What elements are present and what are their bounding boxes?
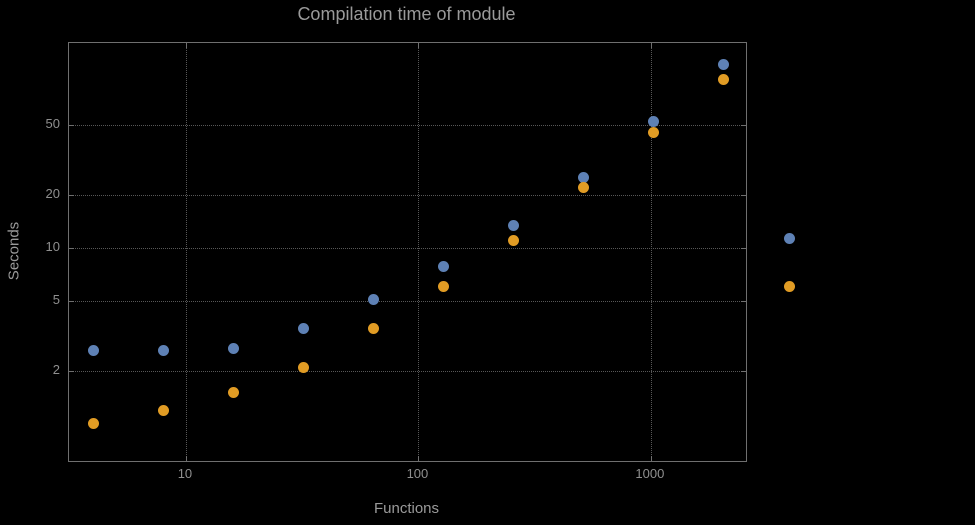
data-point xyxy=(717,74,729,86)
y-tick-label: 10 xyxy=(45,238,60,254)
data-point xyxy=(437,281,449,293)
y-tick-label: 50 xyxy=(45,115,60,131)
chart-title: Compilation time of module xyxy=(297,4,516,24)
legend xyxy=(784,233,814,303)
plot-area xyxy=(68,42,747,462)
horizontal-gridline xyxy=(69,247,746,249)
horizontal-gridline xyxy=(69,194,746,196)
x-tick-mark xyxy=(418,43,420,48)
data-point xyxy=(507,220,519,232)
data-point xyxy=(437,261,449,273)
y-tick-mark xyxy=(69,300,74,302)
y-tick-mark xyxy=(741,370,746,372)
vertical-gridline xyxy=(650,43,652,461)
y-tick-label: 20 xyxy=(45,185,60,201)
horizontal-gridline xyxy=(69,370,746,372)
data-point xyxy=(87,345,99,357)
data-point xyxy=(647,116,659,128)
data-point xyxy=(367,322,379,334)
x-axis-label: Functions xyxy=(373,500,440,517)
legend-marker xyxy=(784,281,795,292)
horizontal-gridline xyxy=(69,124,746,126)
x-tick-mark xyxy=(418,456,420,461)
y-tick-mark xyxy=(69,194,74,196)
data-point xyxy=(647,127,659,139)
data-point xyxy=(157,404,169,416)
x-tick-mark xyxy=(650,456,652,461)
y-tick-mark xyxy=(69,124,74,126)
horizontal-gridline xyxy=(69,300,746,302)
y-tick-mark xyxy=(741,124,746,126)
data-point xyxy=(507,235,519,247)
data-point xyxy=(577,172,589,184)
y-tick-mark xyxy=(741,300,746,302)
data-point xyxy=(227,342,239,354)
x-tick-mark xyxy=(185,456,187,461)
data-point xyxy=(87,418,99,430)
y-tick-mark xyxy=(69,370,74,372)
data-point xyxy=(227,387,239,399)
x-tick-label: 1000 xyxy=(635,466,665,481)
data-point xyxy=(577,182,589,194)
vertical-gridline xyxy=(185,43,187,461)
y-tick-mark xyxy=(741,247,746,249)
x-tick-label: 100 xyxy=(406,466,429,481)
vertical-gridline xyxy=(418,43,420,461)
x-tick-mark xyxy=(650,43,652,48)
data-point xyxy=(157,345,169,357)
data-point xyxy=(297,322,309,334)
x-tick-label: 10 xyxy=(177,466,193,481)
y-tick-label: 2 xyxy=(52,361,60,377)
legend-marker xyxy=(784,233,795,244)
x-tick-mark xyxy=(185,43,187,48)
data-point xyxy=(717,59,729,71)
y-tick-mark xyxy=(741,194,746,196)
y-tick-mark xyxy=(69,247,74,249)
data-point xyxy=(367,293,379,305)
data-point xyxy=(297,361,309,373)
y-tick-label: 5 xyxy=(52,291,60,307)
